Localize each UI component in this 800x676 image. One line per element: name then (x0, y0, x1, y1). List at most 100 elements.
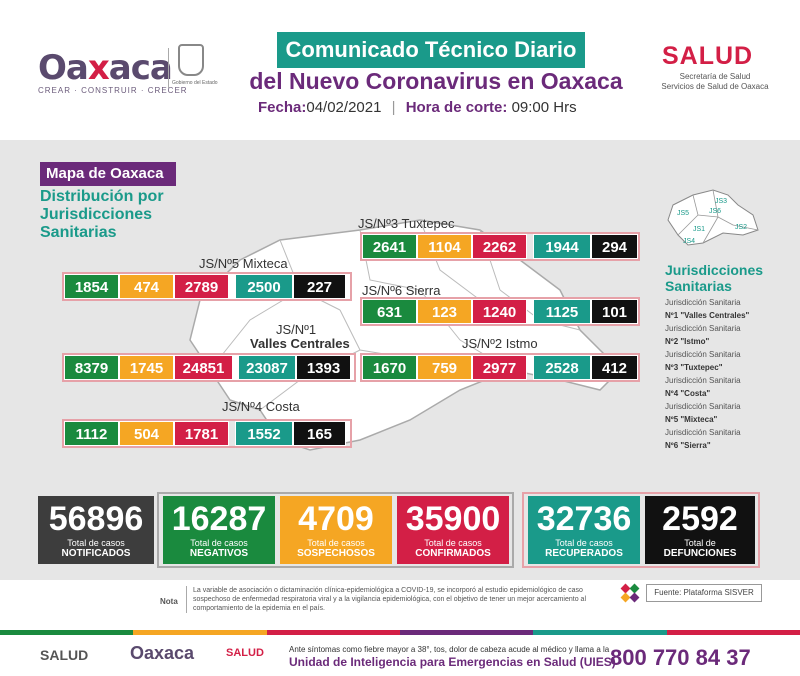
mixteca-sospechosos: 474 (119, 274, 174, 299)
color-stripe (0, 630, 800, 635)
sisver-icon (620, 583, 640, 603)
legend-item: Jurisdicción Sanitaria Nº1 "Valles Centra… (665, 298, 749, 320)
legend-title2: Sanitarias (665, 278, 732, 294)
date-line: Fecha:04/02/2021 | Hora de corte: 09:00 … (258, 99, 577, 116)
istmo-negativos: 1670 (362, 355, 417, 380)
jur-label-valles: JS/Nº1 (276, 322, 316, 337)
total-confirmados: 35900 Total de casos CONFIRMADOS (397, 496, 509, 564)
hora-label: Hora de corte: (405, 99, 508, 116)
legend-pre: Jurisdicción Sanitaria (665, 428, 741, 437)
map-subtitle2: Jurisdicciones (40, 206, 153, 223)
istmo-defunciones: 412 (591, 355, 638, 380)
map-tag: Mapa de Oaxaca (40, 162, 176, 186)
total-l2: DEFUNCIONES (663, 548, 737, 559)
totals-outline-right (522, 492, 760, 568)
legend-name: Nº6 "Sierra" (665, 441, 711, 450)
mini-js5: JS5 (677, 210, 689, 217)
salud-logo: SALUD (662, 42, 754, 70)
oaxaca-logo: Oaxaca CREAR · CONSTRUIR · CRECER (38, 48, 188, 95)
total-l1: Total de casos (190, 538, 248, 548)
sierra-defunciones: 101 (591, 299, 638, 324)
istmo-recuperados: 2528 (533, 355, 591, 380)
total-value: 56896 (48, 500, 144, 538)
valles-confirmados: 24851 (174, 355, 233, 380)
footer-salud-logo: SALUD (40, 647, 89, 663)
istmo-row: 1670 759 2977 2528 412 (362, 355, 638, 380)
total-l1: Total de casos (424, 538, 482, 548)
jur-label-istmo: JS/Nº2 Istmo (462, 336, 538, 351)
fecha-value: 04/02/2021 (306, 99, 382, 116)
legend-name: Nº5 "Mixteca" (665, 415, 718, 424)
tuxtepec-recuperados: 1944 (533, 234, 591, 259)
total-l2: NOTIFICADOS (61, 548, 131, 559)
legend-list: Jurisdicción Sanitaria Nº1 "Valles Centra… (665, 298, 749, 454)
valles-defunciones: 1393 (296, 355, 351, 380)
mini-js3: JS3 (715, 198, 727, 205)
costa-recuperados: 1552 (235, 421, 293, 446)
hora-value: 09:00 Hrs (511, 99, 577, 116)
valles-row: 8379 1745 24851 23087 1393 (64, 355, 351, 380)
tuxtepec-defunciones: 294 (591, 234, 638, 259)
legend-item: Jurisdicción Sanitaria Nº2 "Istmo" (665, 324, 749, 346)
footer-message: Ante síntomas como fiebre mayor a 38°, t… (289, 645, 610, 654)
tuxtepec-sospechosos: 1104 (417, 234, 472, 259)
salud-subtitle: Secretaría de Salud Servicios de Salud d… (650, 72, 780, 92)
mixteca-row: 1854 474 2789 2500 227 (64, 274, 346, 299)
total-l1: Total de casos (307, 538, 365, 548)
map-subtitle1: Distribución por (40, 188, 164, 205)
sierra-confirmados: 1240 (472, 299, 527, 324)
legend-name: Nº3 "Tuxtepec" (665, 363, 723, 372)
legend-title: Jurisdicciones Sanitarias (665, 262, 763, 294)
total-sospechosos: 4709 Total de casos SOSPECHOSOS (280, 496, 392, 564)
mini-js4: JS4 (683, 238, 695, 245)
legend-pre: Jurisdicción Sanitaria (665, 324, 741, 333)
nota-tag: Nota (160, 597, 178, 606)
divider (168, 48, 169, 88)
title-line1: Comunicado Técnico Diario (277, 32, 585, 68)
total-recuperados: 32736 Total de casos RECUPERADOS (528, 496, 640, 564)
total-notificados: 56896 Total de casos NOTIFICADOS (38, 496, 154, 564)
footer-salud-logo2: SALUD (226, 647, 264, 659)
mixteca-recuperados: 2500 (235, 274, 293, 299)
legend-item: Jurisdicción Sanitaria Nº4 "Costa" (665, 376, 749, 398)
legend-pre: Jurisdicción Sanitaria (665, 350, 741, 359)
total-value: 35900 (405, 500, 501, 538)
costa-sospechosos: 504 (119, 421, 174, 446)
sierra-negativos: 631 (362, 299, 417, 324)
title-line2: del Nuevo Coronavirus en Oaxaca (249, 68, 623, 94)
mini-js2: JS2 (735, 224, 747, 231)
total-l2: NEGATIVOS (189, 548, 249, 559)
salud-sub1: Secretaría de Salud (679, 72, 751, 81)
costa-negativos: 1112 (64, 421, 119, 446)
footer-oaxaca-logo: Oaxaca (130, 643, 195, 663)
map-subtitle3: Sanitarias (40, 224, 117, 241)
total-value: 16287 (171, 500, 267, 538)
sierra-recuperados: 1125 (533, 299, 591, 324)
istmo-confirmados: 2977 (472, 355, 527, 380)
footer (0, 635, 800, 676)
total-l1: Total de (684, 538, 716, 548)
mixteca-confirmados: 2789 (174, 274, 229, 299)
footer-phone[interactable]: 800 770 84 37 (610, 645, 751, 670)
state-seal-icon (178, 44, 204, 76)
tuxtepec-row: 2641 1104 2262 1944 294 (362, 234, 638, 259)
costa-confirmados: 1781 (174, 421, 229, 446)
total-l2: CONFIRMADOS (415, 548, 491, 559)
legend-name: Nº4 "Costa" (665, 389, 711, 398)
sierra-row: 631 123 1240 1125 101 (362, 299, 638, 324)
total-value: 2592 (662, 500, 738, 538)
valles-outline (62, 353, 356, 382)
mini-map: JS3 JS5 JS6 JS1 JS2 JS4 (667, 189, 759, 246)
jur-label-mixteca: JS/Nº5 Mixteca (199, 256, 288, 271)
istmo-sospechosos: 759 (417, 355, 472, 380)
legend-name: Nº1 "Valles Centrales" (665, 311, 750, 320)
total-negativos: 16287 Total de casos NEGATIVOS (163, 496, 275, 564)
total-value: 32736 (536, 500, 632, 538)
oaxaca-tagline: CREAR · CONSTRUIR · CRECER (38, 86, 188, 95)
costa-row: 1112 504 1781 1552 165 (64, 421, 346, 446)
total-l2: SOSPECHOSOS (297, 548, 375, 559)
jur-label-sierra: JS/Nº6 Sierra (362, 283, 441, 298)
jur-label-tuxtepec: JS/Nº3 Tuxtepec (358, 216, 455, 231)
legend-item: Jurisdicción Sanitaria Nº3 "Tuxtepec" (665, 350, 749, 372)
salud-sub2: Servicios de Salud de Oaxaca (661, 82, 769, 91)
